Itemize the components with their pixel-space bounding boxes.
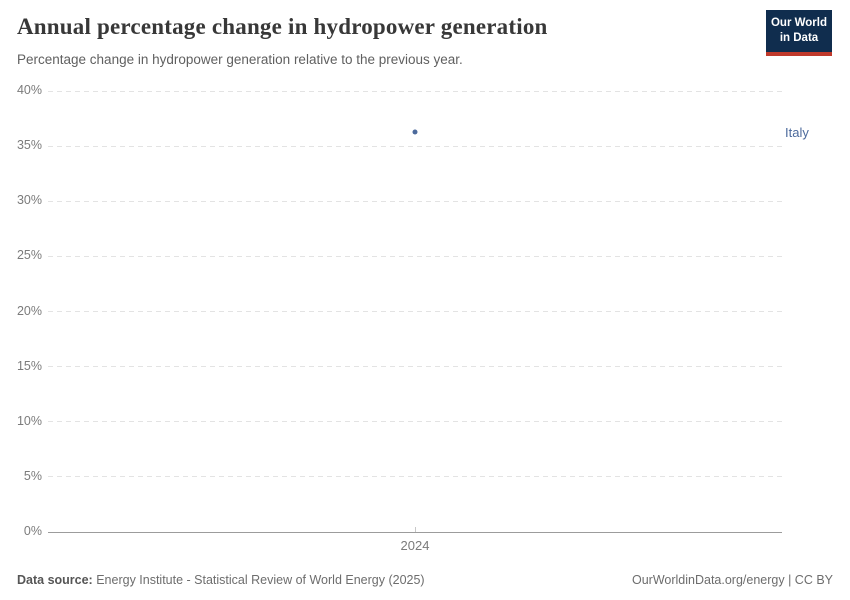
y-tick-label: 40% xyxy=(16,83,42,97)
owid-logo[interactable]: Our World in Data xyxy=(766,10,832,56)
y-tick-label: 25% xyxy=(16,248,42,263)
y-tick-label: 15% xyxy=(16,358,42,373)
x-axis-tick xyxy=(415,527,416,532)
datasource-note: Data source: Energy Institute - Statisti… xyxy=(17,573,425,587)
datasource-text: Energy Institute - Statistical Review of… xyxy=(92,573,425,587)
y-tick-label: 5% xyxy=(23,468,42,483)
gridline xyxy=(48,200,782,202)
owid-logo-line1: Our World xyxy=(770,17,827,29)
gridline xyxy=(48,476,782,478)
page-title: Annual percentage change in hydropower g… xyxy=(17,14,548,39)
y-tick-label: 30% xyxy=(16,193,42,208)
gridline xyxy=(48,90,782,92)
series-label-italy[interactable]: Italy xyxy=(785,124,809,140)
x-tick-label: 2024 xyxy=(400,538,430,553)
gridline xyxy=(48,366,782,368)
data-point-italy[interactable] xyxy=(412,129,418,135)
datasource-label: Data source: xyxy=(17,573,93,587)
y-tick-label: 20% xyxy=(16,303,42,318)
y-tick-label: 35% xyxy=(16,138,42,153)
credit-link[interactable]: OurWorldinData.org/energy | CC BY xyxy=(631,573,833,587)
gridline xyxy=(48,421,782,423)
chart-subtitle: Percentage change in hydropower generati… xyxy=(17,52,463,67)
gridline xyxy=(48,255,782,257)
gridline xyxy=(48,311,782,312)
owid-logo-line2: in Data xyxy=(779,31,819,44)
gridline xyxy=(48,145,782,147)
x-axis-baseline xyxy=(48,531,782,533)
y-tick-label: 10% xyxy=(16,413,42,428)
y-tick-label: 0% xyxy=(23,524,42,538)
